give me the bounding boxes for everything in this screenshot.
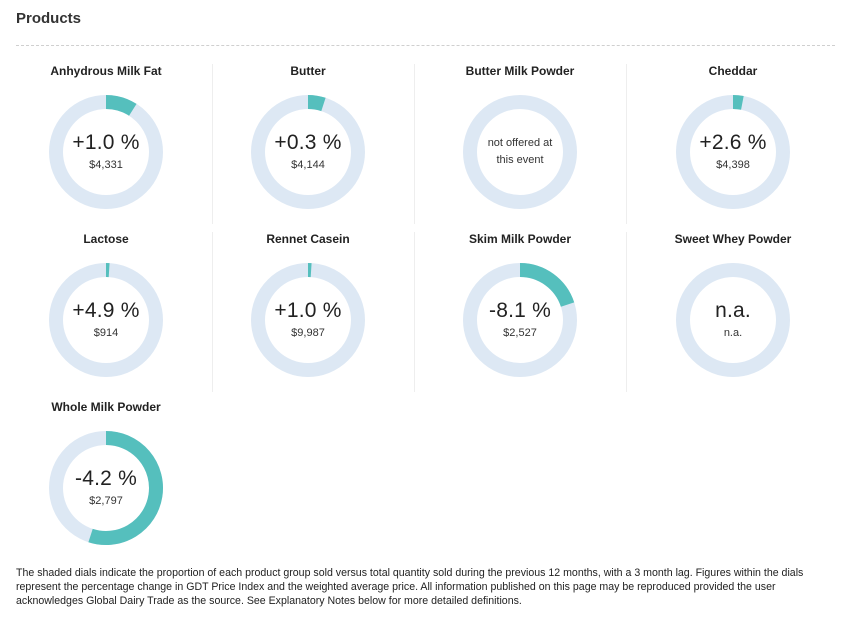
section-divider [16,45,835,46]
product-name: Skim Milk Powder [468,232,572,246]
average-price: $2,527 [503,327,537,339]
product-card: Butter +0.3 % $4,144 [202,64,415,224]
price-index-change: +1.0 % [274,299,342,322]
average-price: $9,987 [291,327,325,339]
average-price: $4,144 [291,159,325,171]
product-dial: +4.9 % $914 [48,262,164,378]
product-card: Butter Milk Powder not offered at this e… [414,64,627,224]
product-name: Butter [290,64,326,78]
product-dial: n.a. n.a. [675,262,791,378]
product-card: Rennet Casein +1.0 % $9,987 [202,232,415,392]
product-name: Anhydrous Milk Fat [50,64,162,78]
product-name: Sweet Whey Powder [674,232,792,246]
product-card: Skim Milk Powder -8.1 % $2,527 [414,232,627,392]
product-name: Lactose [83,232,129,246]
dial-share-arc [105,95,137,116]
average-price: n.a. [723,327,743,339]
dial-share-arc [519,263,575,308]
explanatory-footnote: The shaded dials indicate the proportion… [16,567,804,607]
dial-track [676,263,790,377]
section-title: Products [16,10,82,27]
product-name: Whole Milk Powder [51,400,161,414]
product-name: Butter Milk Powder [465,64,575,78]
product-name: Rennet Casein [266,232,350,246]
dial-track [463,95,577,209]
price-index-change: n.a. [715,299,751,322]
product-name: Cheddar [708,64,758,78]
price-index-change: +1.0 % [72,131,140,154]
product-card: Cheddar +2.6 % $4,398 [627,64,839,224]
average-price: $2,797 [89,495,123,507]
products-grid: Anhydrous Milk Fat +1.0 % $4,331 Butter … [0,64,839,560]
dial-share-arc [732,95,744,110]
product-dial: -4.2 % $2,797 [48,430,164,546]
average-price: $914 [93,327,119,339]
price-index-change: -8.1 % [489,299,551,322]
average-price: $4,398 [716,159,750,171]
dial-share-arc [88,431,163,545]
price-index-change: +4.9 % [72,299,140,322]
product-card: Whole Milk Powder -4.2 % $2,797 [0,400,212,560]
product-dial: -8.1 % $2,527 [462,262,578,378]
product-card: Lactose +4.9 % $914 [0,232,213,392]
product-dial: +1.0 % $4,331 [48,94,164,210]
product-dial: +0.3 % $4,144 [250,94,366,210]
product-card: Anhydrous Milk Fat +1.0 % $4,331 [0,64,213,224]
product-dial: not offered at this event [462,94,578,210]
dial-share-arc [307,95,326,112]
availability-note: not offered at this event [487,137,553,166]
product-dial: +1.0 % $9,987 [250,262,366,378]
average-price: $4,331 [89,159,123,171]
price-index-change: +2.6 % [699,131,767,154]
price-index-change: -4.2 % [75,467,137,490]
product-dial: +2.6 % $4,398 [675,94,791,210]
price-index-change: +0.3 % [274,131,342,154]
product-card: Sweet Whey Powder n.a. n.a. [627,232,839,392]
